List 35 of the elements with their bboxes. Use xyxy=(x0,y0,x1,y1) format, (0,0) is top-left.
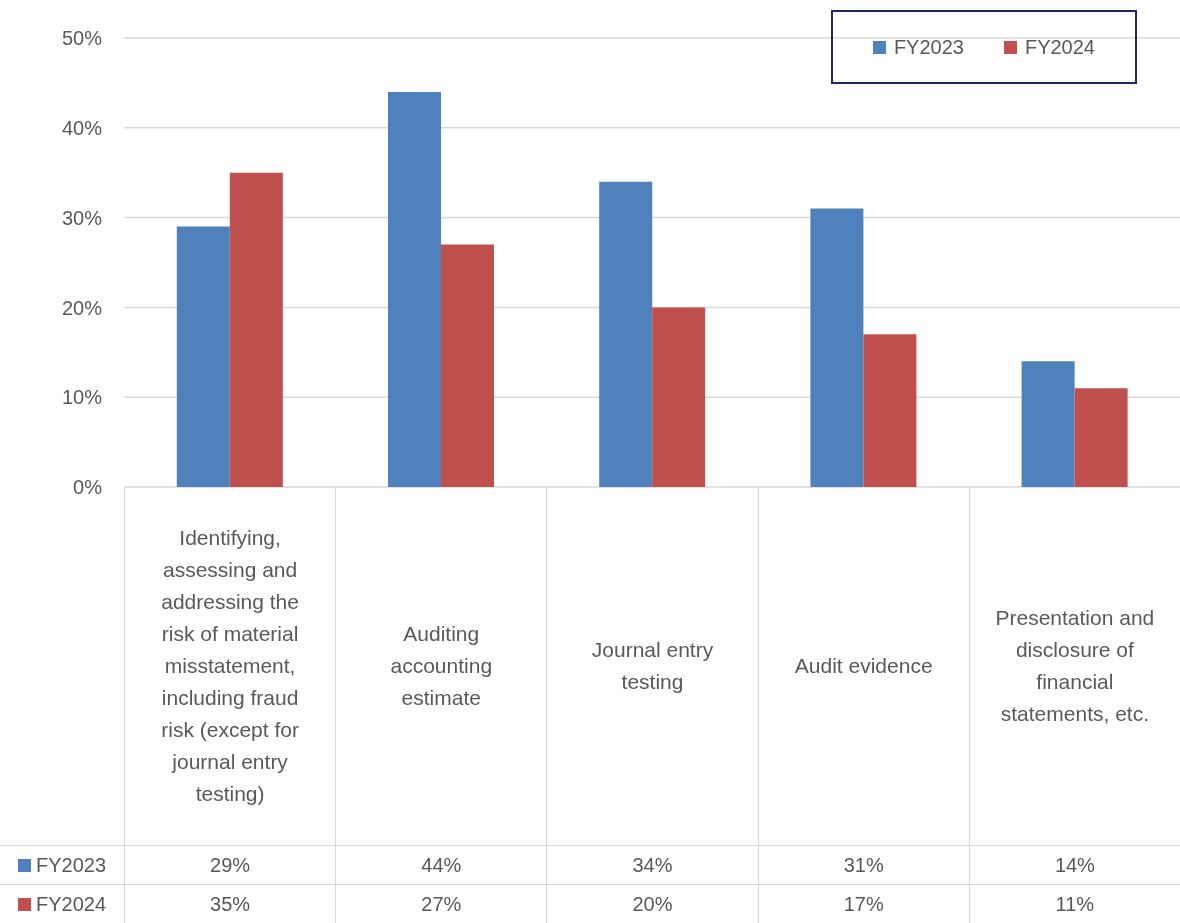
data-label: 17% xyxy=(757,884,969,923)
bar xyxy=(652,307,706,487)
x-tick-label: Journal entry testing xyxy=(590,637,715,695)
bar xyxy=(863,334,917,487)
data-label: 35% xyxy=(124,884,336,923)
x-tick-label: Presentation and disclosure of financial statements, etc. xyxy=(994,605,1156,727)
bar xyxy=(810,208,864,487)
bar xyxy=(599,181,653,487)
data-label: 20% xyxy=(546,884,758,923)
bar xyxy=(1074,388,1128,487)
y-tick-label: 20% xyxy=(61,296,103,319)
bar xyxy=(441,244,494,487)
y-tick-label: 10% xyxy=(61,386,103,409)
legend-label: FY2024 xyxy=(1024,35,1095,59)
y-tick-label: 40% xyxy=(61,116,103,139)
bar xyxy=(176,226,230,487)
data-label: 27% xyxy=(335,884,547,923)
category-label: Identifying, assessing and addressing the risk of material misstatement, including fraud risk (except for journal entry testing) xyxy=(161,526,299,805)
data-label: 34% xyxy=(546,845,758,884)
data-label: 11% xyxy=(968,884,1180,923)
legend-label: FY2023 xyxy=(893,35,964,59)
x-tick-label: Audit evidence xyxy=(794,653,933,679)
y-tick-label: 30% xyxy=(61,206,103,229)
bar xyxy=(229,172,283,487)
text: FY2024 xyxy=(36,892,107,915)
text: FY2023 xyxy=(36,853,107,876)
y-tick-label: 0% xyxy=(73,476,103,499)
data-label: 29% xyxy=(124,845,336,884)
x-tick-label: Auditing accounting estimate xyxy=(389,621,494,711)
data-label: 14% xyxy=(968,845,1180,884)
data-label: 31% xyxy=(757,845,969,884)
y-tick-label: 50% xyxy=(61,27,103,50)
data-label: 44% xyxy=(335,845,547,884)
bar xyxy=(388,91,441,487)
bar xyxy=(1021,361,1075,487)
